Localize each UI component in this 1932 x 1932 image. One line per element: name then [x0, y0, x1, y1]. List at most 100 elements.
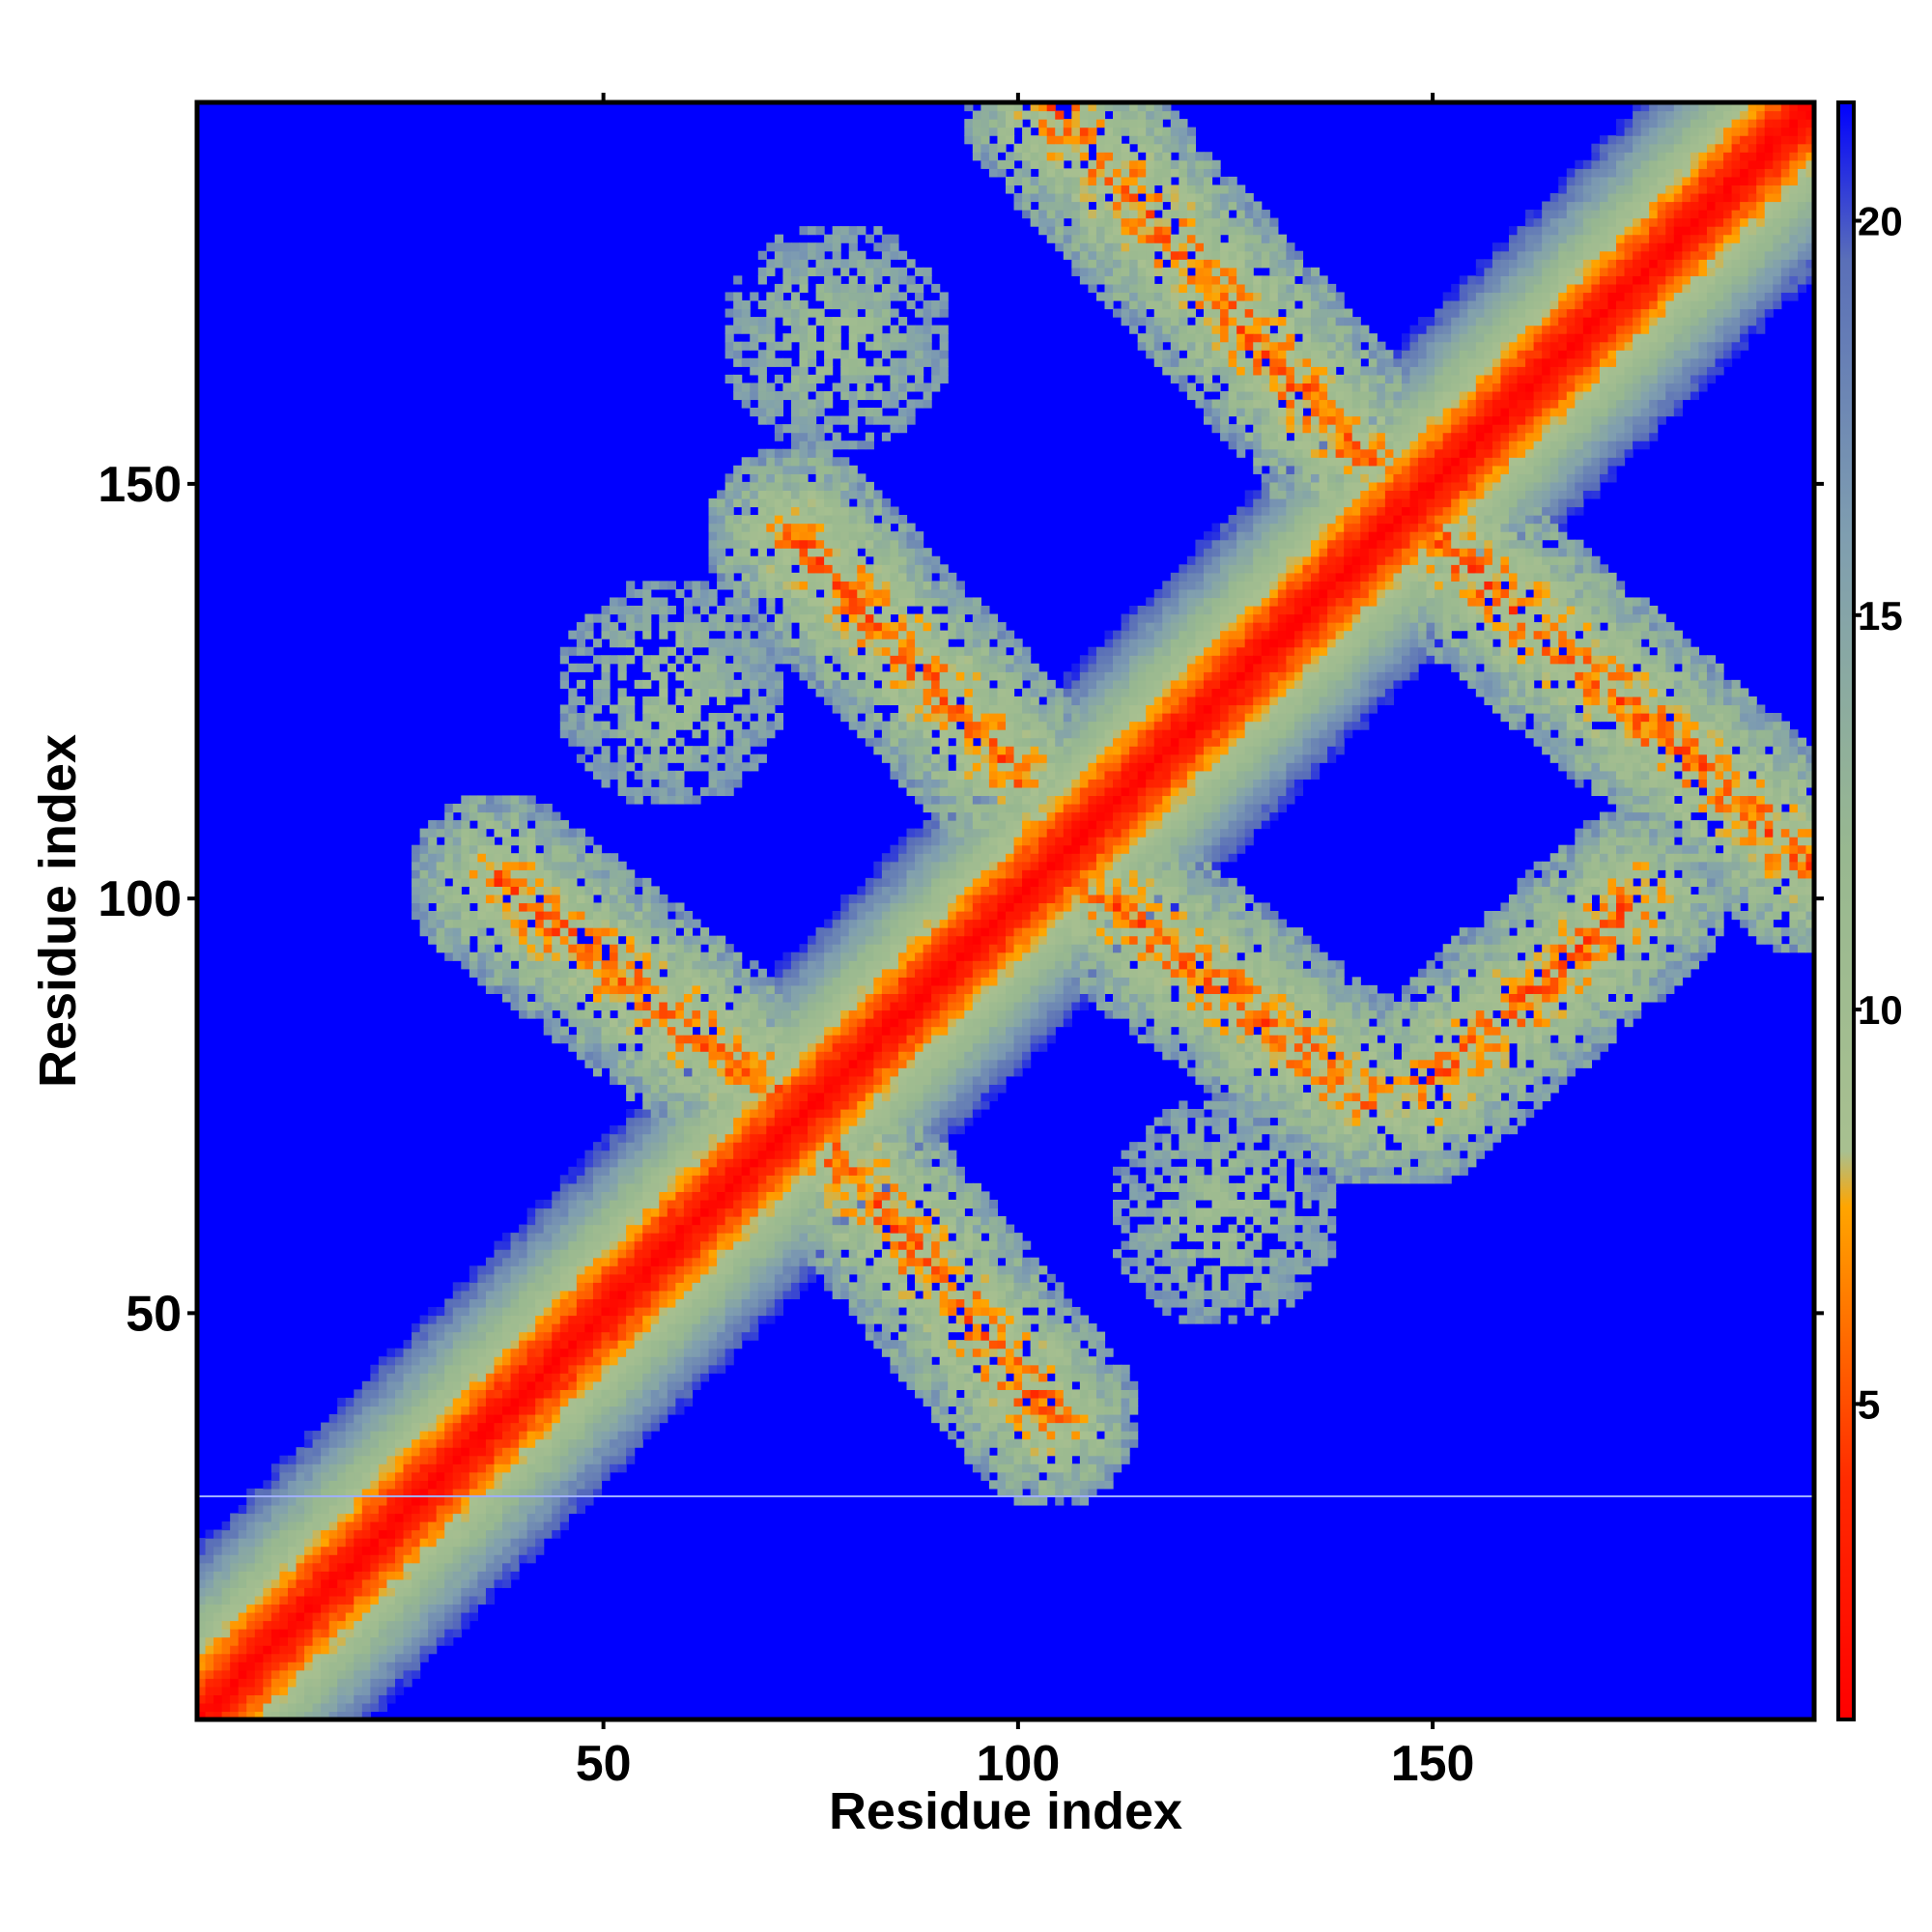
heatmap-cell	[535, 1282, 545, 1292]
heatmap-cell	[750, 646, 759, 656]
heatmap-cell	[361, 1504, 371, 1515]
heatmap-cell	[824, 267, 834, 276]
heatmap-cell	[617, 1142, 627, 1151]
heatmap-cell	[757, 1175, 767, 1184]
heatmap-cell	[461, 1463, 470, 1473]
heatmap-cell	[543, 1265, 553, 1275]
heatmap-cell	[808, 415, 817, 425]
heatmap-cell	[552, 1323, 561, 1333]
heatmap-cell	[568, 1422, 578, 1432]
heatmap-cell	[543, 984, 553, 995]
heatmap-cell	[576, 1438, 586, 1448]
heatmap-cell	[543, 911, 553, 921]
heatmap-cell	[766, 1224, 776, 1234]
heatmap-cell	[733, 679, 743, 689]
heatmap-cell	[832, 1100, 841, 1110]
heatmap-cell	[741, 993, 751, 1003]
heatmap-cell	[717, 1158, 726, 1168]
heatmap-cell	[699, 1216, 710, 1226]
heatmap-cell	[576, 1240, 586, 1250]
heatmap-cell	[617, 1208, 627, 1217]
heatmap-cell	[510, 1529, 520, 1539]
heatmap-cell	[757, 448, 767, 458]
heatmap-cell	[559, 1009, 569, 1019]
heatmap-cell	[717, 646, 726, 656]
heatmap-cell	[494, 861, 503, 870]
heatmap-cell	[815, 473, 825, 483]
heatmap-cell	[610, 770, 619, 780]
heatmap-cell	[750, 1273, 759, 1283]
heatmap-cell	[741, 1150, 751, 1159]
heatmap-cell	[683, 919, 694, 928]
heatmap-cell	[510, 1265, 520, 1275]
heatmap-cell	[535, 811, 545, 821]
heatmap-cell	[757, 1001, 767, 1011]
heatmap-cell	[370, 1678, 380, 1688]
heatmap-cell	[808, 1224, 817, 1234]
heatmap-cell	[683, 1331, 694, 1341]
heatmap-cell	[543, 1463, 553, 1473]
heatmap-cell	[733, 1340, 743, 1350]
heatmap-cell	[799, 572, 809, 582]
heatmap-cell	[642, 1001, 652, 1011]
heatmap-cell	[494, 1340, 503, 1350]
heatmap-cell	[494, 1273, 503, 1283]
heatmap-cell	[312, 1587, 322, 1597]
heatmap-cell	[526, 1224, 536, 1234]
heatmap-cell	[452, 1431, 462, 1440]
heatmap-cell	[254, 1521, 264, 1531]
heatmap-cell	[741, 1035, 751, 1044]
heatmap-cell	[766, 473, 776, 483]
heatmap-cell	[287, 1611, 298, 1622]
heatmap-cell	[617, 770, 627, 780]
heatmap-cell	[626, 1265, 636, 1275]
heatmap-cell	[469, 1471, 478, 1481]
heatmap-cell	[832, 1290, 841, 1300]
heatmap-cell	[642, 902, 652, 912]
heatmap-cell	[774, 960, 783, 970]
heatmap-cell	[601, 1389, 611, 1399]
heatmap-cell	[774, 357, 783, 367]
heatmap-cell	[815, 1249, 825, 1259]
heatmap-cell	[840, 1182, 850, 1192]
heatmap-cell	[378, 1389, 388, 1399]
heatmap-cell	[832, 984, 841, 995]
heatmap-cell	[757, 555, 767, 565]
heatmap-cell	[782, 1199, 792, 1209]
heatmap-cell	[799, 984, 809, 995]
heatmap-cell	[840, 481, 850, 492]
heatmap-cell	[840, 639, 850, 648]
heatmap-cell	[592, 1340, 603, 1350]
heatmap-cell	[576, 1216, 586, 1226]
heatmap-cell	[733, 374, 743, 384]
heatmap-cell	[832, 1018, 841, 1028]
heatmap-cell	[535, 1438, 545, 1448]
heatmap-cell	[610, 704, 619, 714]
heatmap-cell	[708, 935, 718, 945]
heatmap-cell	[394, 1356, 405, 1366]
heatmap-cell	[733, 1208, 743, 1217]
heatmap-cell	[592, 1233, 603, 1242]
heatmap-cell	[386, 1356, 396, 1366]
heatmap-cell	[808, 350, 817, 359]
heatmap-cell	[617, 1233, 627, 1242]
heatmap-cell	[535, 1208, 545, 1217]
heatmap-cell	[370, 1595, 380, 1605]
heatmap-cell	[692, 1150, 701, 1159]
heatmap-cell	[692, 1306, 701, 1317]
heatmap-cell	[840, 390, 850, 401]
heatmap-cell	[766, 1208, 776, 1217]
heatmap-cell	[543, 894, 553, 904]
heatmap-cell	[774, 630, 783, 639]
heatmap-cell	[799, 663, 809, 672]
heatmap-cell	[650, 944, 660, 953]
heatmap-cell	[386, 1529, 396, 1539]
heatmap-cell	[584, 1166, 594, 1176]
heatmap-cell	[824, 1224, 834, 1234]
heatmap-cell	[552, 944, 561, 953]
heatmap-cell	[774, 555, 783, 565]
heatmap-cell	[659, 1100, 668, 1110]
heatmap-cell	[642, 944, 652, 953]
heatmap-cell	[717, 622, 726, 632]
heatmap-cell	[469, 1323, 478, 1333]
